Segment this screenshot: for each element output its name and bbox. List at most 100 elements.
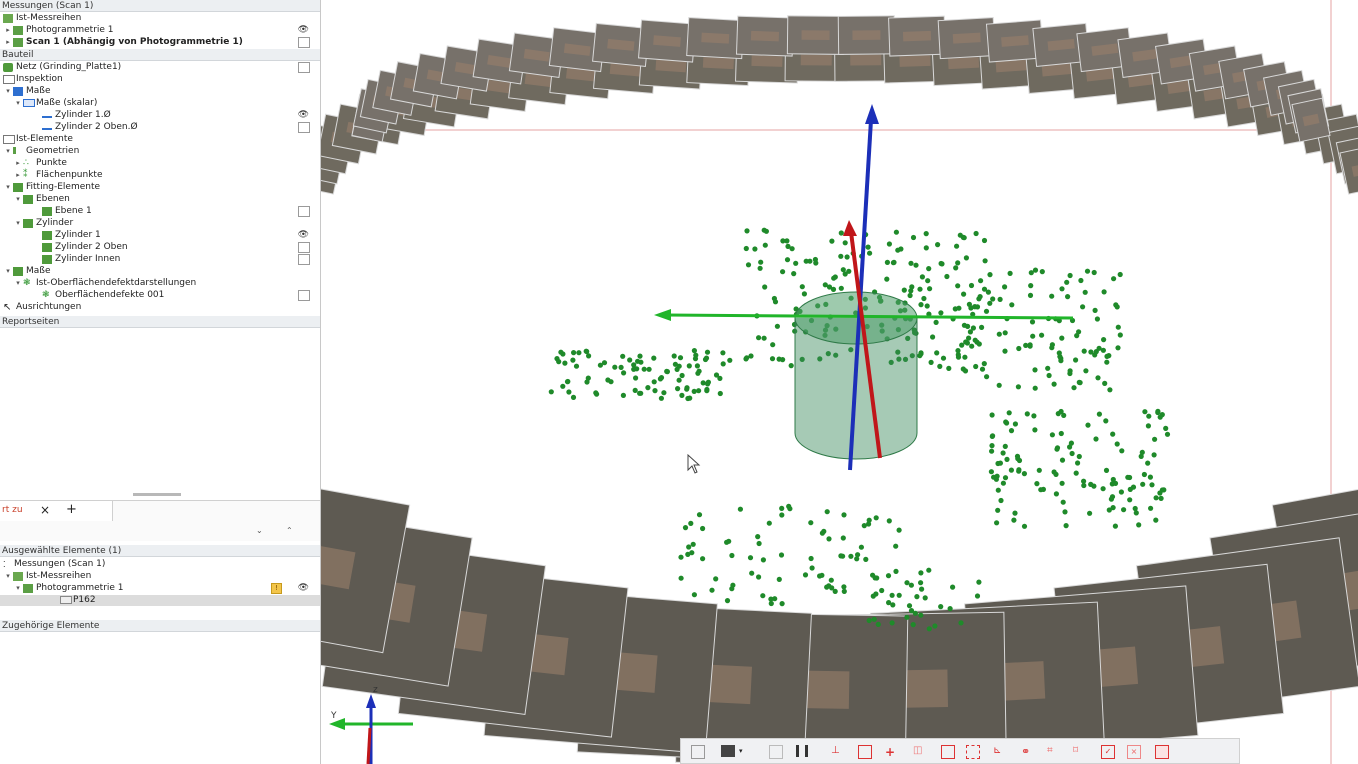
tree-netz[interactable]: Netz (Grinding_Platte1) xyxy=(0,62,320,73)
selection-messungen[interactable]: ⁚ Messungen (Scan 1) xyxy=(3,559,106,569)
camera-photo[interactable] xyxy=(1076,27,1134,73)
tree-fitting-elemente[interactable]: ▾ Fitting-Elemente xyxy=(0,182,320,193)
frame-tool-icon[interactable] xyxy=(769,745,783,759)
close-box-icon[interactable]: × xyxy=(1127,745,1141,759)
collapse-icon[interactable]: ▾ xyxy=(6,267,10,275)
visibility-checkbox[interactable] xyxy=(298,122,310,133)
camera-photo[interactable] xyxy=(985,19,1044,63)
collapse-icon[interactable]: ▾ xyxy=(6,87,10,95)
tree-inspektion[interactable]: Inspektion xyxy=(0,74,320,85)
selection-photogrammetrie-1[interactable]: ▾ Photogrammetrie 1 ! 👁 xyxy=(0,583,320,594)
visibility-eye-icon[interactable]: 👁 xyxy=(297,110,309,120)
visibility-eye-icon[interactable]: 👁 xyxy=(297,583,309,593)
expand-icon[interactable]: ▸ xyxy=(6,26,10,34)
collapse-icon[interactable]: ▾ xyxy=(6,183,10,191)
visibility-eye-icon[interactable]: 👁 xyxy=(297,25,309,35)
collapse-icon[interactable]: ▾ xyxy=(6,147,10,155)
visibility-checkbox[interactable] xyxy=(298,254,310,265)
camera-photo[interactable] xyxy=(321,472,411,654)
collapse-icon[interactable]: ▾ xyxy=(16,279,20,287)
tree-oberflaechendefekte-001[interactable]: ❃ Oberflächendefekte 001 xyxy=(0,290,320,301)
check-box-icon[interactable]: ✓ xyxy=(1101,745,1115,759)
tree-oberflaechen-darstellungen[interactable]: ▾ ❃ Ist-Oberflächendefektdarstellungen xyxy=(0,278,320,289)
select-tool-icon[interactable] xyxy=(691,745,705,759)
chevron-down-icon[interactable]: ⌄ xyxy=(256,526,263,535)
tree-ist-elemente[interactable]: Ist-Elemente xyxy=(0,134,320,145)
tree-zylinder1-diameter[interactable]: Zylinder 1.Ø 👁 xyxy=(0,110,320,121)
camera-photo[interactable] xyxy=(735,15,794,57)
camera-photo[interactable] xyxy=(508,32,565,78)
tree-punkte[interactable]: ▸ ∴ Punkte xyxy=(0,158,320,169)
scene-svg[interactable]: z Y xyxy=(321,0,1358,764)
tree-masse-2[interactable]: ▾ Maße xyxy=(0,266,320,277)
tree-flaechenpunkte[interactable]: ▸ ⁑ Flächenpunkte xyxy=(0,170,320,181)
camera-photo[interactable] xyxy=(686,17,745,60)
point xyxy=(828,577,834,583)
tree-zylinder-2-oben[interactable]: Zylinder 2 Oben xyxy=(0,242,320,253)
camera-photo[interactable] xyxy=(1291,97,1331,143)
chevron-down-icon[interactable]: ▾ xyxy=(739,747,743,755)
visibility-eye-icon[interactable]: 👁 xyxy=(297,230,309,240)
tree-zylinder-innen[interactable]: Zylinder Innen xyxy=(0,254,320,265)
view-tool-icon[interactable]: ◫ xyxy=(913,745,923,756)
tree-ist-messreihen[interactable]: Ist-Messreihen xyxy=(0,13,320,24)
link-tool-icon[interactable]: ⚭ xyxy=(1021,745,1031,758)
expand-icon[interactable]: ▸ xyxy=(16,171,20,179)
tree-masse[interactable]: ▾ Maße xyxy=(0,86,320,97)
visibility-checkbox[interactable] xyxy=(298,242,310,253)
tree-scan-1[interactable]: ▸ Scan 1 (Abhängig von Photogrammetrie 1… xyxy=(0,37,320,48)
orientation-triad[interactable]: z Y xyxy=(329,685,413,764)
visibility-checkbox[interactable] xyxy=(298,206,310,217)
angle-tool-icon[interactable]: ⊾ xyxy=(993,745,1002,756)
add-tab-icon[interactable]: + xyxy=(66,502,77,517)
collapse-icon[interactable]: ▾ xyxy=(6,572,10,580)
image-view-icon[interactable] xyxy=(721,745,735,757)
chevron-up-icon[interactable]: ⌃ xyxy=(286,526,293,535)
pause-icon[interactable] xyxy=(796,745,808,757)
expand-icon[interactable]: ▸ xyxy=(6,38,10,46)
axis-tool-icon[interactable]: ⊥ xyxy=(831,745,840,756)
collapse-icon[interactable]: ▾ xyxy=(16,195,20,203)
selection-p162[interactable]: P162 xyxy=(0,595,320,606)
box-tool-icon[interactable] xyxy=(858,745,872,759)
tree-ebenen[interactable]: ▾ Ebenen xyxy=(0,194,320,205)
collapse-icon[interactable]: ▾ xyxy=(16,584,20,592)
visibility-checkbox[interactable] xyxy=(298,62,310,73)
camera-photo[interactable] xyxy=(888,15,947,57)
selection-ist-messreihen[interactable]: ▾ Ist-Messreihen xyxy=(0,571,320,582)
visibility-checkbox[interactable] xyxy=(298,37,310,48)
expand-icon[interactable]: ▸ xyxy=(16,159,20,167)
splitter-handle[interactable] xyxy=(133,493,181,496)
tree-ebene-1[interactable]: Ebene 1 xyxy=(0,206,320,217)
warning-icon[interactable]: ! xyxy=(271,583,282,594)
tree-geometrien[interactable]: ▾ Geometrien xyxy=(0,146,320,157)
square-tool-icon[interactable] xyxy=(941,745,955,759)
camera-photo[interactable] xyxy=(592,22,650,67)
collapse-icon[interactable]: ▾ xyxy=(16,99,20,107)
tree-ausrichtungen[interactable]: ↖ Ausrichtungen xyxy=(3,302,82,313)
camera-photo[interactable] xyxy=(937,17,996,60)
report-tool-icon[interactable] xyxy=(1155,745,1169,759)
camera-photo[interactable] xyxy=(837,15,896,55)
point xyxy=(597,362,603,368)
3d-viewport[interactable]: z Y xyxy=(321,0,1358,764)
close-tab-icon[interactable]: × xyxy=(40,503,51,517)
tree-zylinder-group[interactable]: ▾ Zylinder xyxy=(0,218,320,229)
point xyxy=(954,243,960,249)
camera-photo[interactable] xyxy=(1339,145,1358,195)
collapse-icon[interactable]: ▾ xyxy=(16,219,20,227)
visibility-checkbox[interactable] xyxy=(298,290,310,301)
axis-gizmo[interactable] xyxy=(654,104,1074,471)
tree-zylinder2-diameter[interactable]: Zylinder 2 Oben.Ø xyxy=(0,122,320,133)
tree-zylinder-1[interactable]: Zylinder 1 👁 xyxy=(0,230,320,241)
grid-tool-icon[interactable]: ⌗ xyxy=(1047,745,1053,756)
camera-photo[interactable] xyxy=(638,19,697,63)
tree-photogrammetrie-1[interactable]: ▸ Photogrammetrie 1 👁 xyxy=(0,25,320,36)
scale-tool-icon[interactable]: ⌑ xyxy=(1073,745,1079,756)
clip-tool-icon[interactable] xyxy=(966,745,980,759)
cross-tool-icon[interactable]: + xyxy=(885,745,896,759)
camera-photo[interactable] xyxy=(786,15,845,55)
point xyxy=(866,617,872,624)
tab-alignment[interactable]: rt zu × + xyxy=(0,501,113,521)
tree-masse-skalar[interactable]: ▾ Maße (skalar) xyxy=(0,98,320,109)
